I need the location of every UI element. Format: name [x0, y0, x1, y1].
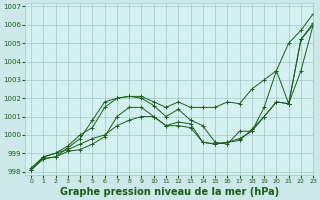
X-axis label: Graphe pression niveau de la mer (hPa): Graphe pression niveau de la mer (hPa) — [60, 187, 279, 197]
